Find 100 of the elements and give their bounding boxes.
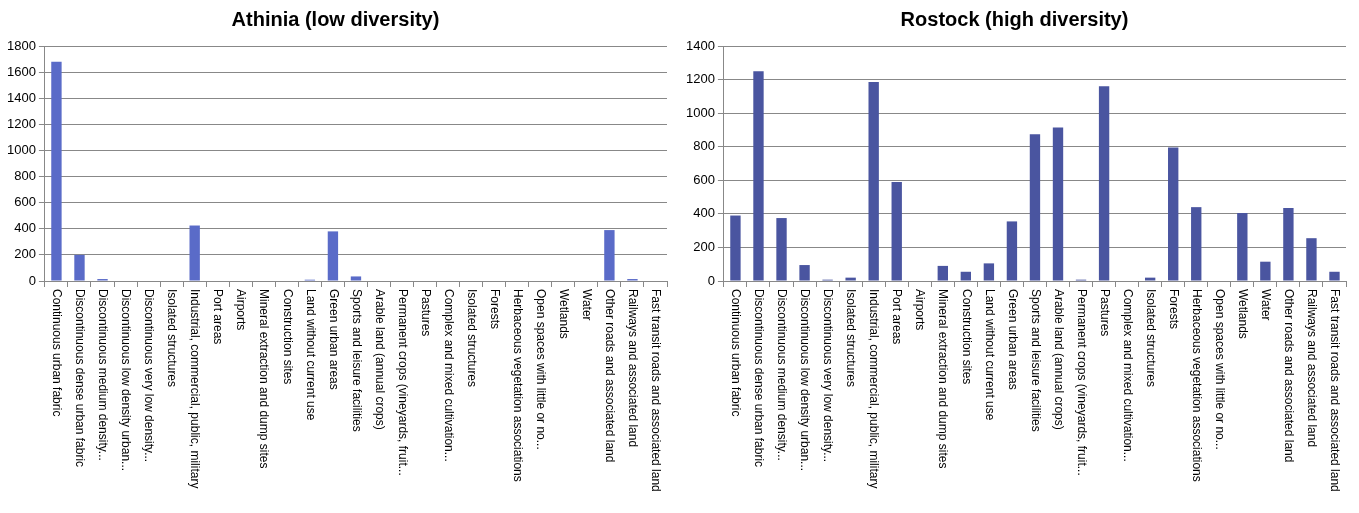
y-tick-label: 200: [693, 239, 715, 255]
bar: [604, 230, 615, 281]
x-tick-label: Permanent crops (vineyards, fruit...: [395, 289, 410, 476]
x-tick-label: Discontinuous low density urban...: [119, 289, 134, 472]
bar: [327, 231, 339, 281]
y-tick-label: 1600: [7, 63, 36, 79]
x-tick-label: Arable land (annual crops): [372, 289, 387, 430]
x-tick-label: Discontinuous dense urban fabric: [752, 289, 767, 468]
bar: [730, 215, 741, 281]
x-tick-label: Open spaces with little or no...: [1212, 289, 1227, 450]
x-tick-label: Land without current use: [303, 289, 318, 421]
x-tick-label: Forests: [1166, 289, 1181, 330]
bar: [1329, 271, 1340, 281]
bar: [776, 218, 787, 281]
y-tick-label: 1000: [7, 142, 36, 158]
bar: [891, 181, 902, 281]
x-tick-label: Mineral extraction and dump sites: [257, 289, 272, 469]
x-tick-label: Pastures: [418, 289, 433, 337]
bar: [350, 276, 362, 281]
x-tick-label: Water: [580, 289, 595, 321]
x-tick-label: Other roads and associated land: [1282, 289, 1297, 463]
bar: [868, 82, 879, 281]
x-tick-label: Continuous urban fabric: [50, 289, 65, 417]
y-tick-label: 600: [693, 171, 715, 187]
y-tick-label: 200: [14, 246, 36, 262]
x-tick-label: Open spaces with little or no...: [533, 289, 548, 450]
x-tick-label: Discontinuous low density urban...: [798, 289, 813, 472]
bar: [1098, 86, 1110, 281]
x-tick-label: Airports: [234, 289, 249, 331]
y-tick-label: 600: [14, 194, 36, 210]
x-tick-label: Permanent crops (vineyards, fruit...: [1074, 289, 1089, 476]
x-tick-label: Port areas: [211, 289, 226, 345]
x-tick-label: Port areas: [890, 289, 905, 345]
bar: [1237, 213, 1248, 281]
x-tick-label: Isolated structures: [165, 289, 180, 388]
bar: [1283, 207, 1294, 281]
x-tick-label: Railways and associated land: [1305, 289, 1320, 448]
x-tick-label: Water: [1259, 289, 1274, 321]
bar: [51, 61, 62, 281]
bar: [937, 265, 948, 281]
y-tick-label: 1400: [686, 37, 715, 53]
x-tick-label: Other roads and associated land: [603, 289, 618, 463]
bar: [1052, 127, 1064, 281]
x-tick-label: Discontinuous very low density...: [142, 289, 157, 463]
x-tick-label: Isolated structures: [844, 289, 859, 388]
bar: [1029, 134, 1041, 281]
y-tick-label: 1000: [686, 104, 715, 120]
x-tick-label: Sports and leisure facilities: [1028, 289, 1043, 432]
x-tick-label: Arable land (annual crops): [1051, 289, 1066, 430]
bar: [1006, 221, 1018, 281]
x-tick-label: Forests: [487, 289, 502, 330]
bar: [1168, 147, 1179, 281]
bar: [74, 254, 85, 281]
x-tick-label: Sports and leisure facilities: [349, 289, 364, 432]
x-tick-label: Industrial, commercial, public, military: [188, 289, 203, 489]
bar: [960, 271, 972, 281]
x-tick-label: Isolated structures: [464, 289, 479, 388]
bar: [753, 71, 764, 281]
bar: [189, 225, 200, 281]
x-tick-label: Herbaceous vegetation associations: [510, 289, 525, 482]
y-tick-label: 1800: [7, 37, 36, 53]
x-tick-label: Green urban areas: [326, 289, 341, 390]
y-tick-label: 0: [28, 272, 36, 288]
x-tick-label: Airports: [913, 289, 928, 331]
x-tick-label: Construction sites: [959, 289, 974, 385]
x-tick-label: Mineral extraction and dump sites: [936, 289, 951, 469]
y-tick-label: 800: [693, 138, 715, 154]
bar: [1191, 207, 1202, 281]
x-tick-label: Complex and mixed cultivation...: [441, 289, 456, 462]
x-tick-label: Pastures: [1097, 289, 1112, 337]
x-tick-label: Wetlands: [1236, 289, 1251, 339]
bar: [1144, 277, 1156, 281]
x-tick-label: Wetlands: [557, 289, 572, 339]
chart-title: Athinia (low diversity): [231, 7, 440, 30]
y-tick-label: 0: [707, 272, 715, 288]
y-tick-label: 400: [14, 220, 36, 236]
chart-title: Rostock (high diversity): [900, 7, 1129, 30]
x-tick-label: Railways and associated land: [626, 289, 641, 448]
y-tick-label: 800: [14, 168, 36, 184]
bar: [1260, 261, 1271, 281]
y-tick-label: 1400: [7, 89, 36, 105]
x-tick-label: Discontinuous dense urban fabric: [73, 289, 88, 468]
bar: [799, 265, 810, 281]
y-tick-label: 1200: [7, 115, 36, 131]
bar: [845, 277, 856, 281]
x-tick-label: Isolated structures: [1143, 289, 1158, 388]
bar: [1306, 238, 1317, 281]
x-tick-label: Discontinuous medium density...: [96, 289, 111, 461]
x-tick-label: Herbaceous vegetation associations: [1189, 289, 1204, 482]
x-tick-label: Discontinuous very low density...: [821, 289, 836, 463]
x-tick-label: Discontinuous medium density...: [775, 289, 790, 461]
x-tick-label: Fast transit roads and associated land: [649, 289, 664, 492]
x-tick-label: Industrial, commercial, public, military: [867, 289, 882, 489]
x-tick-label: Continuous urban fabric: [729, 289, 744, 417]
y-tick-label: 400: [693, 205, 715, 221]
y-tick-label: 1200: [686, 71, 715, 87]
bar: [983, 263, 995, 281]
x-tick-label: Complex and mixed cultivation...: [1120, 289, 1135, 462]
x-tick-label: Fast transit roads and associated land: [1328, 289, 1343, 492]
x-tick-label: Land without current use: [982, 289, 997, 421]
